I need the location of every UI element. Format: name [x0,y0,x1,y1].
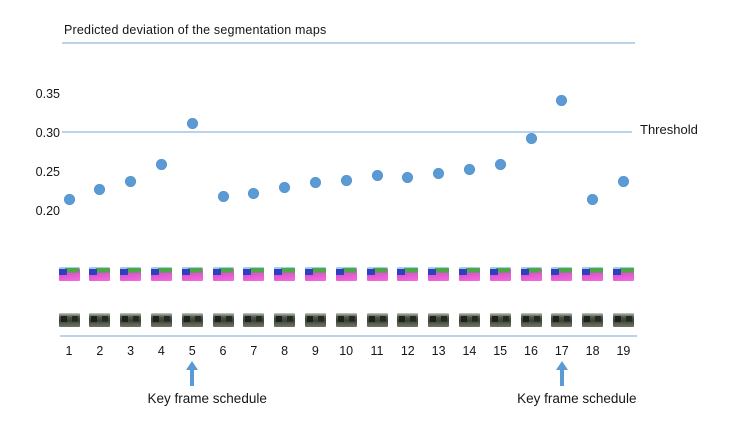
video-frame-thumbnail [397,313,419,327]
data-point [617,175,629,187]
segmentation-map-thumbnail [304,267,326,281]
video-frame-thumbnail [150,313,172,327]
frame-number: 14 [462,344,477,358]
frame-number: 1 [65,344,73,358]
video-frame-thumbnail [274,313,296,327]
segmentation-map-thumbnail [551,267,573,281]
title-underline [62,42,635,44]
frame-number: 6 [219,344,227,358]
frame-number: 18 [585,344,600,358]
segmentation-map-thumbnail [582,267,604,281]
video-frame-thumbnail [89,313,111,327]
data-point [402,171,414,183]
data-point [125,175,137,187]
segmentation-map-thumbnail [335,267,357,281]
video-frame-thumbnail [551,313,573,327]
video-frame-thumbnail [428,313,450,327]
segmentation-map-thumbnail [89,267,111,281]
data-point [186,118,198,130]
data-point [63,193,75,205]
y-tick-label: 0.20 [35,204,60,218]
data-point [463,164,475,176]
separator-line [60,335,637,337]
key-frame-arrow-icon [185,361,199,387]
data-point [279,182,291,194]
key-frame-arrow-icon [555,361,569,387]
segmentation-map-thumbnail [120,267,142,281]
data-point [525,132,537,144]
arrow-head [555,361,568,370]
data-point [340,175,352,187]
frame-number: 12 [400,344,415,358]
arrow-stem [190,370,195,386]
y-tick-label: 0.30 [35,126,60,140]
threshold-line [62,131,632,133]
frame-number: 11 [370,344,384,358]
video-frame-thumbnail [304,313,326,327]
segmentation-map-thumbnail [274,267,296,281]
data-point [248,188,260,200]
frame-number: 10 [339,344,354,358]
segmentation-map-thumbnail [366,267,388,281]
video-frame-thumbnail [58,313,80,327]
segmentation-map-thumbnail [397,267,419,281]
frame-number: 4 [157,344,165,358]
key-frame-label: Key frame schedule [517,391,637,406]
frame-number: 17 [554,344,569,358]
video-frame-thumbnail [243,313,265,327]
video-frame-thumbnail [212,313,234,327]
segmentation-map-thumbnail [458,267,480,281]
key-frame-label: Key frame schedule [147,391,267,406]
frame-number: 7 [250,344,258,358]
video-frame-thumbnail [458,313,480,327]
video-frame-thumbnail [181,313,203,327]
frame-number: 2 [96,344,104,358]
chart-title: Predicted deviation of the segmentation … [64,23,327,37]
frame-number: 19 [616,344,631,358]
data-point [309,177,321,189]
video-frame-thumbnail [582,313,604,327]
data-point [587,193,599,205]
segmentation-map-thumbnail [212,267,234,281]
frame-number: 15 [493,344,508,358]
data-point [433,168,445,180]
video-frame-thumbnail [520,313,542,327]
data-point [556,94,568,106]
video-frame-thumbnail [366,313,388,327]
data-point [494,158,506,170]
segmentation-map-thumbnail [181,267,203,281]
segmentation-map-thumbnail [489,267,511,281]
video-frame-thumbnail [489,313,511,327]
segmentation-map-thumbnail [150,267,172,281]
segmentation-map-thumbnail [58,267,80,281]
video-frame-thumbnail [612,313,634,327]
video-frame-thumbnail [335,313,357,327]
frame-number: 9 [311,344,319,358]
frame-number: 8 [281,344,289,358]
data-point [217,191,229,203]
frame-number: 3 [127,344,135,358]
arrow-stem [559,370,564,386]
segmentation-map-thumbnail [612,267,634,281]
y-tick-label: 0.35 [35,87,60,101]
segmentation-map-thumbnail [428,267,450,281]
y-tick-label: 0.25 [35,165,60,179]
segmentation-map-thumbnail [520,267,542,281]
frame-number: 5 [188,344,196,358]
data-point [371,170,383,182]
arrow-head [186,361,199,370]
data-point [155,158,167,170]
threshold-label: Threshold [640,122,698,137]
segmentation-map-thumbnail [243,267,265,281]
data-point [94,184,106,196]
video-frame-thumbnail [120,313,142,327]
frame-number: 13 [431,344,446,358]
frame-number: 16 [524,344,538,358]
